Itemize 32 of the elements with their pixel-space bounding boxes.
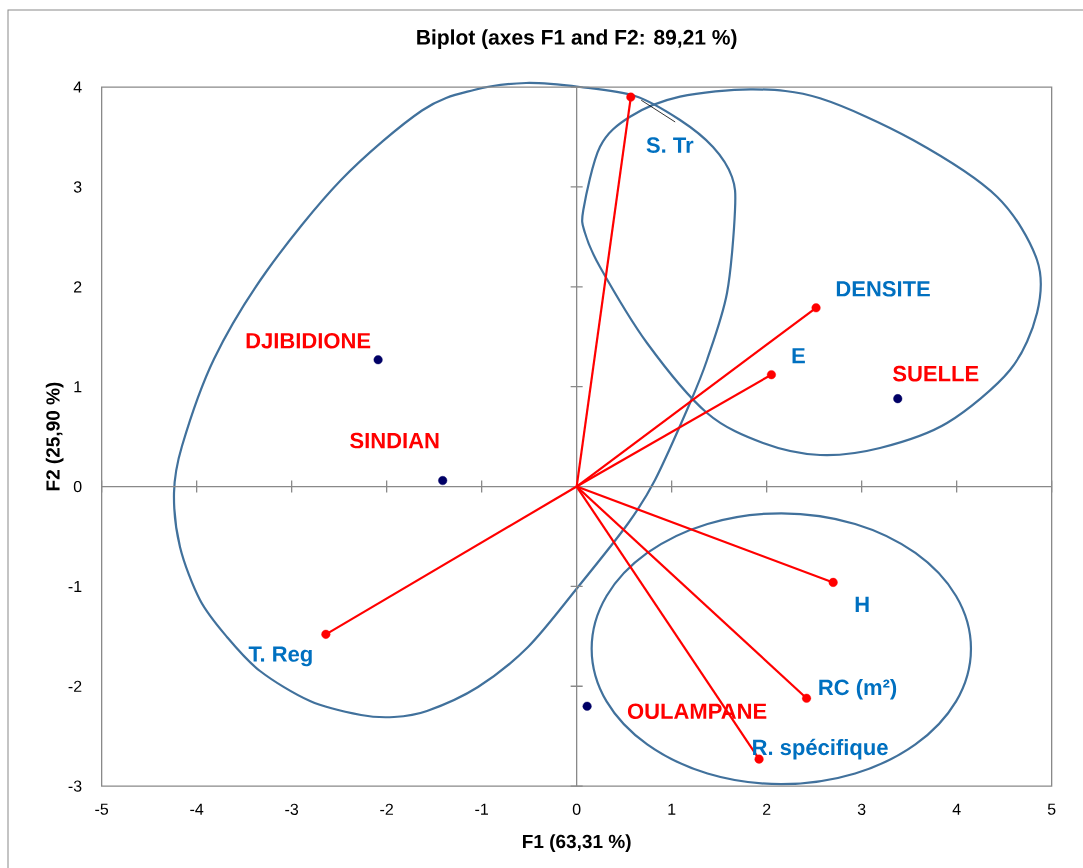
y-tick-label: 0 [73,480,82,493]
x-tick-label: -4 [190,803,204,815]
x-tick-label: -3 [285,803,299,815]
y-tick-label: 1 [74,381,82,393]
x-tick-label: 3 [857,803,866,815]
y-tick-label: -3 [68,780,82,792]
x-tick-label: -5 [95,803,109,815]
x-tick-label: -2 [380,803,393,815]
x-axis-title: F1 (63,31 %) [523,834,631,852]
annotation: SINDIAN [350,432,439,449]
y-tick-label: -2 [68,680,82,692]
x-tick-label: 0 [572,803,581,815]
series-label: E [792,348,805,364]
x-tick-label: -1 [475,803,488,815]
series-label: R. spécifique [753,738,888,760]
series-label: S. Tr [646,137,694,153]
series-label: H [855,596,869,612]
annotation: DJIBIDIONE [246,332,371,349]
x-tick-label: 1 [668,803,676,815]
y-tick-label: 4 [73,81,82,93]
y-tick-label: 3 [73,181,82,193]
series-label: DENSITE [836,281,930,297]
series-label: RC (m²) [819,678,897,700]
y-tick-label: 2 [74,281,82,293]
series-label: T. Reg [248,646,312,667]
x-tick-label: 2 [763,803,771,815]
x-tick-label: 4 [952,803,961,815]
y-tick-label: -1 [68,580,82,592]
x-tick-label: 5 [1047,803,1056,815]
y-axis-title: F2 (25,90 %) [45,382,64,491]
annotation: SUELLE [892,365,979,382]
chart-title: Biplot (axes F1 and F2: 89,21 %) [417,29,737,49]
